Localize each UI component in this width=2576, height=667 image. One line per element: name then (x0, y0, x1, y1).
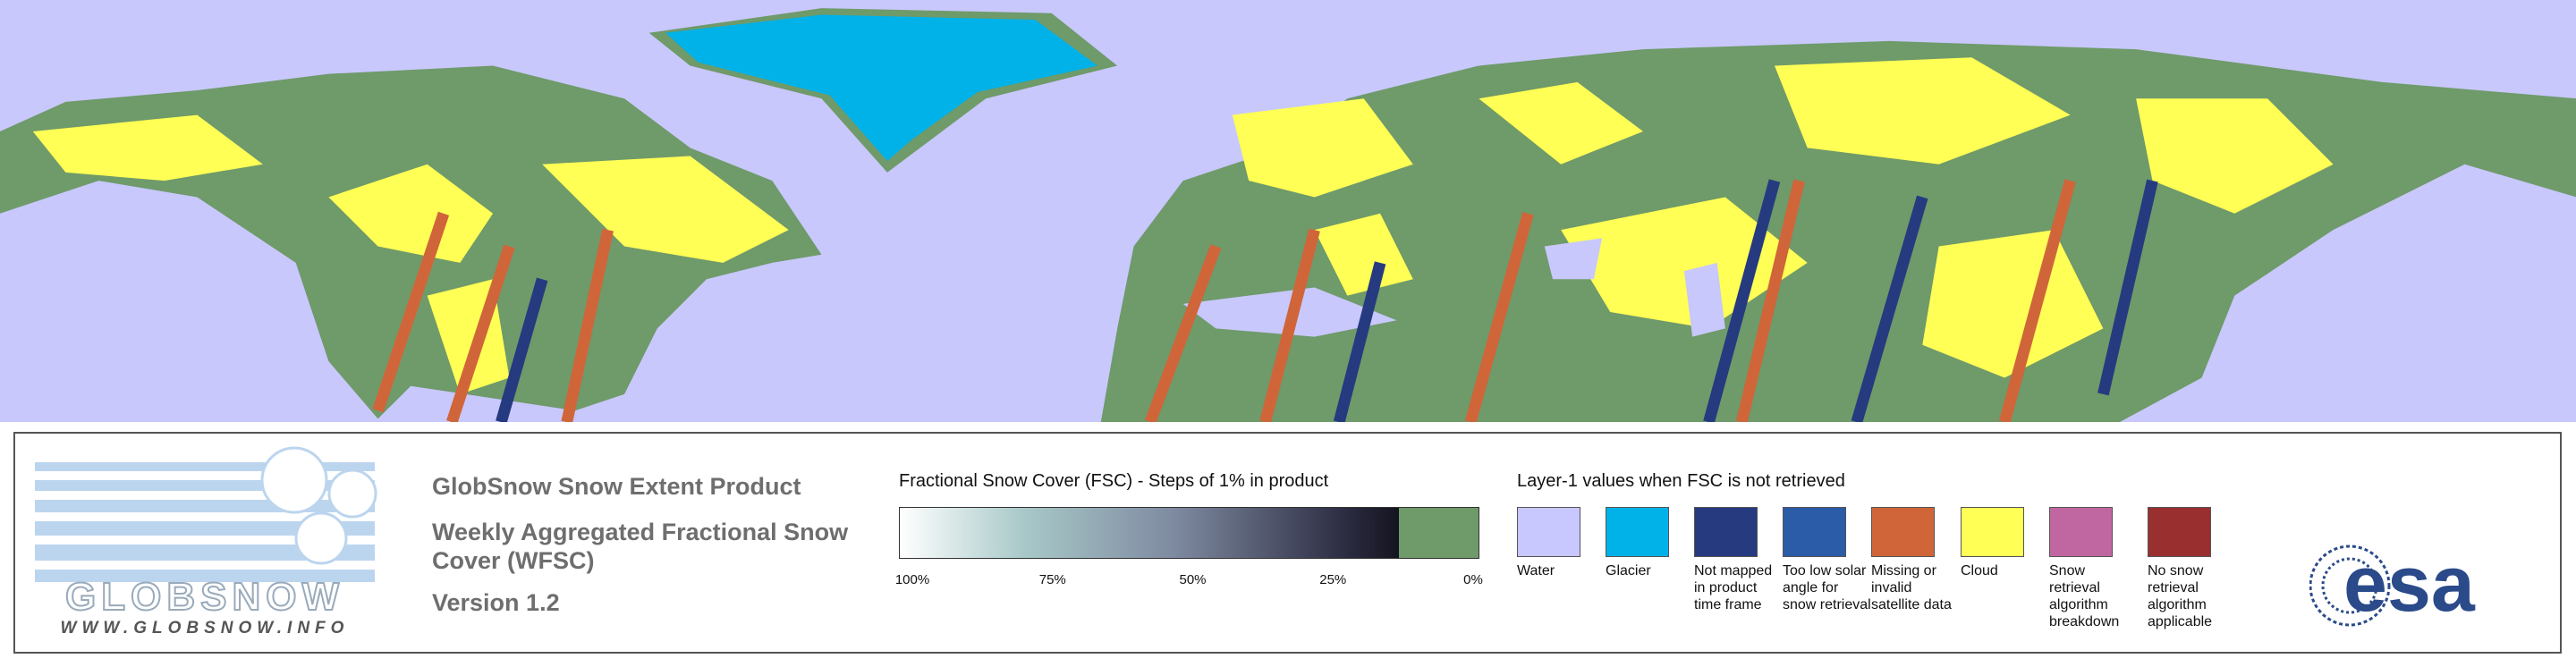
stripe (1333, 261, 1386, 422)
class-swatch (1606, 507, 1669, 557)
fsc-tick-label: 100% (894, 572, 930, 587)
cloud (1232, 57, 2334, 378)
class-swatch (1694, 507, 1758, 557)
stripe (1851, 195, 1928, 422)
layer1-title: Layer-1 values when FSC is not retrieved (1517, 471, 1845, 491)
stripe (496, 277, 548, 422)
stripe (1703, 179, 1781, 422)
class-swatch (1961, 507, 2024, 557)
esa-circle (2309, 545, 2391, 627)
product-title: GlobSnow Snow Extent Product (432, 473, 801, 500)
fsc-gradient (900, 508, 1400, 558)
class-label: Missing or invalid satellite data (1871, 563, 1952, 612)
class-label: Not mapped in product time frame (1694, 563, 1773, 612)
fsc-tick-label: 50% (1179, 572, 1207, 587)
fsc-zero-block (1399, 508, 1479, 558)
class-label: Cloud (1961, 563, 1998, 578)
logo-name: GLOBSNOW (65, 575, 344, 619)
class-swatch (2049, 507, 2113, 557)
stripe (35, 570, 375, 582)
snowflake (260, 446, 328, 514)
esa-circle (2321, 557, 2378, 614)
stripe (35, 500, 375, 512)
stripe (35, 521, 375, 536)
stripe (1259, 228, 1320, 422)
fsc-tick-label: 0% (1463, 572, 1483, 587)
esa-logo: esa (2309, 541, 2476, 628)
land (0, 8, 2576, 422)
class-label: Too low solar angle for snow retrieval (1783, 563, 1871, 612)
globsnow-logo: GLOBSNOW WWW.GLOBSNOW.INFO (35, 446, 377, 637)
class-swatch (1783, 507, 1846, 557)
product-version: Version 1.2 (432, 589, 560, 616)
stripe (372, 211, 450, 413)
stripe (1998, 179, 2076, 422)
greenland-ice (665, 14, 1098, 162)
esa-text: esa (2343, 541, 2476, 628)
class-label: Snow retrieval algorithm breakdown (2049, 563, 2120, 629)
class-swatch (1517, 507, 1580, 557)
stripe (2097, 179, 2158, 396)
class-swatch (1871, 507, 1935, 557)
logo-url: WWW.GLOBSNOW.INFO (61, 619, 350, 637)
product-subtitle: Weekly Aggregated Fractional Snow Cover … (432, 519, 849, 574)
snowflake (327, 469, 377, 519)
stripe (35, 462, 375, 471)
swath-stripes (372, 179, 2158, 422)
stripe (35, 545, 375, 561)
class-swatch (2148, 507, 2211, 557)
inland-sea (1182, 238, 1725, 337)
fsc-tick-label: 75% (1038, 572, 1066, 587)
stripe (1735, 179, 1805, 422)
class-label: Water (1517, 563, 1555, 578)
snowflakes (260, 446, 377, 565)
snowflake (294, 511, 348, 565)
stripe (1144, 244, 1222, 422)
snow-map (0, 0, 2576, 422)
fsc-title: Fractional Snow Cover (FSC) - Steps of 1… (899, 471, 1329, 491)
logo-stripes (35, 462, 375, 582)
cloud (32, 114, 789, 394)
legend-panel: GLOBSNOW WWW.GLOBSNOW.INFO GlobSnow Snow… (13, 432, 2562, 654)
stripe (1464, 212, 1534, 422)
stripe (446, 244, 515, 422)
fsc-colorbar (899, 507, 1479, 559)
class-label: No snow retrieval algorithm applicable (2148, 563, 2213, 629)
fsc-tick-label: 25% (1319, 572, 1347, 587)
class-label: Glacier (1606, 563, 1651, 578)
stripe (561, 228, 614, 422)
